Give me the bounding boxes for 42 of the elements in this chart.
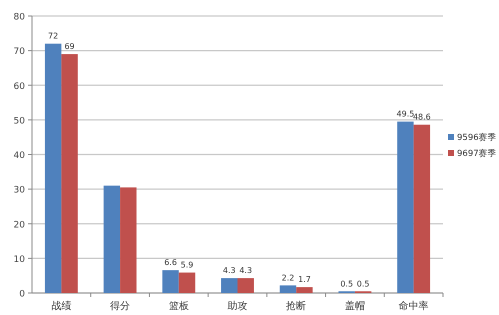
- data-label: 72: [48, 32, 58, 41]
- data-label: 0.5: [340, 279, 354, 288]
- bar: [120, 187, 137, 293]
- bar: [44, 44, 62, 293]
- legend-label: 9697赛季: [457, 148, 497, 159]
- y-tick-label: 20: [14, 220, 26, 230]
- bar: [162, 270, 179, 293]
- x-tick-label: 得分: [110, 300, 130, 312]
- data-label: 6.6: [164, 258, 177, 268]
- data-label: 48.6: [412, 112, 431, 122]
- y-tick-label: 10: [14, 254, 26, 265]
- data-label: 0.5: [356, 279, 370, 288]
- bar: [221, 278, 238, 293]
- x-tick-label: 篮板: [168, 300, 189, 312]
- x-tick-label: 助攻: [228, 300, 248, 312]
- data-label: 1.7: [298, 275, 311, 284]
- bar: [238, 278, 254, 293]
- data-label: 5.9: [180, 260, 194, 270]
- x-tick-label: 命中率: [398, 300, 429, 312]
- y-tick-label: 80: [14, 12, 26, 22]
- y-tick-label: 50: [14, 116, 26, 126]
- data-label: 69: [64, 42, 75, 52]
- bar: [61, 54, 78, 293]
- data-label: 49.5: [396, 110, 414, 119]
- bar: [104, 186, 120, 293]
- bar: [397, 122, 414, 293]
- data-label: 2.2: [282, 273, 294, 282]
- x-tick-label: 盖帽: [344, 300, 365, 312]
- bar: [178, 272, 196, 293]
- y-tick-label: 40: [14, 151, 26, 161]
- bar: [414, 124, 430, 293]
- y-tick-label: 0: [19, 290, 26, 300]
- bar: [280, 285, 296, 293]
- data-label: 4.3: [222, 266, 236, 276]
- legend-label: 9596赛季: [457, 132, 497, 143]
- y-tick-label: 70: [14, 47, 26, 58]
- y-tick-label: 30: [14, 186, 26, 196]
- y-tick-label: 60: [14, 82, 26, 92]
- data-label: 4.3: [239, 266, 252, 276]
- x-tick-label: 抢断: [286, 300, 306, 312]
- bar: [296, 287, 313, 293]
- x-tick-label: 战绩: [51, 300, 72, 312]
